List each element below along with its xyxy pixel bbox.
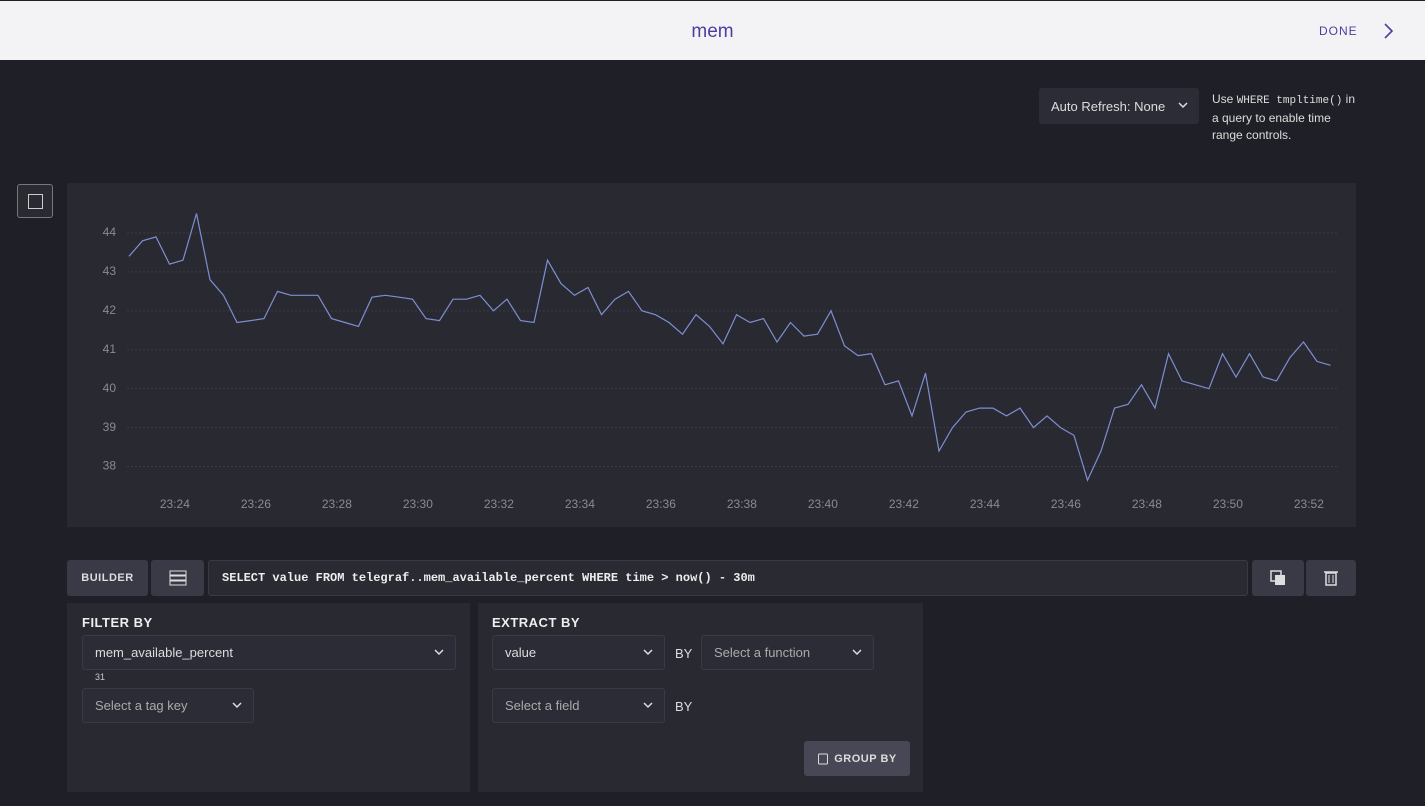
y-tick-label: 39 (103, 420, 117, 434)
group-icon (818, 753, 829, 765)
caret (232, 701, 242, 708)
field-select[interactable]: value (492, 635, 665, 670)
x-tick-label: 23:52 (1294, 497, 1324, 511)
x-tick-label: 23:30 (403, 497, 433, 511)
note-suffix: in a query to enable time range controls… (1212, 92, 1355, 142)
by-label: BY (675, 646, 693, 661)
field2-select[interactable]: Select a field (492, 688, 665, 723)
y-tick-label: 41 (103, 342, 117, 356)
x-tick-label: 23:40 (808, 497, 838, 511)
caret (434, 648, 444, 655)
caret (1178, 102, 1188, 109)
y-tick-label: 44 (103, 225, 117, 239)
field2: Select a field (505, 698, 580, 713)
list-icon (169, 570, 186, 586)
delete-button[interactable] (1306, 560, 1356, 596)
title: mem (691, 21, 734, 42)
filter-panel: FILTER BY mem_available_percent 31 Selec… (67, 603, 470, 792)
x-tick-label: 23:34 (565, 497, 595, 511)
checkbox-icon (28, 194, 43, 209)
note-prefix: Use (1212, 92, 1234, 106)
group-by-label: GROUP BY (834, 752, 897, 765)
x-tick-label: 23:28 (322, 497, 352, 511)
line (128, 213, 1331, 482)
select-toggle[interactable] (17, 184, 53, 218)
auto-refresh[interactable]: Auto Refresh: None (1039, 88, 1199, 124)
x-tick-label: 23:32 (484, 497, 514, 511)
caret (643, 648, 653, 655)
copy-icon (1270, 570, 1285, 585)
caret (643, 701, 653, 708)
filter-title: FILTER BY (82, 615, 153, 630)
function-select[interactable]: Select a function (701, 635, 874, 670)
copy-button[interactable] (1252, 560, 1304, 596)
caret (852, 648, 862, 655)
x-tick-label: 23:26 (241, 497, 271, 511)
query-text[interactable]: SELECT value FROM telegraf..mem_availabl… (208, 560, 1248, 596)
x-tick-label: 23:44 (970, 497, 1000, 511)
y-tick-label: 43 (103, 264, 117, 278)
count: 31 (95, 672, 106, 682)
y-tick-label: 42 (103, 303, 117, 317)
x-tick-label: 23:50 (1213, 497, 1243, 511)
y-tick-label: 40 (103, 381, 117, 395)
x-tick-label: 23:48 (1132, 497, 1162, 511)
x-tick-label: 23:36 (646, 497, 676, 511)
note-code: WHERE tmpltime() (1236, 95, 1343, 107)
chart: 38 39 40 41 42 43 44 23:24 23:26 23:28 23:30 23:32 2… (67, 183, 1356, 527)
auto-refresh-label: Auto Refresh: None (1051, 98, 1166, 114)
extract-panel: EXTRACT BY value BY Select a function Se… (478, 603, 923, 792)
by-label: BY (675, 699, 693, 714)
group-by-button[interactable]: GROUP BY (804, 741, 910, 776)
note: Use WHERE tmpltime() in a query to enabl… (1212, 91, 1362, 144)
function: Select a function (714, 645, 811, 660)
done-button[interactable]: DONE (1319, 24, 1358, 38)
chevron[interactable] (1382, 22, 1396, 40)
y-tick-label: 38 (103, 459, 117, 473)
field: value (505, 645, 537, 660)
measurement: mem_available_percent (95, 645, 234, 660)
trash-icon (1324, 571, 1338, 586)
x-tick-label: 23:42 (889, 497, 919, 511)
raw-button[interactable] (151, 560, 204, 596)
tag-key-select[interactable]: Select a tag key (82, 688, 254, 723)
x-tick-label: 23:24 (160, 497, 190, 511)
measurement-select[interactable]: mem_available_percent (82, 635, 456, 670)
builder-button[interactable]: BUILDER (67, 560, 148, 596)
x-tick-label: 23:38 (727, 497, 757, 511)
x-tick-label: 23:46 (1051, 497, 1081, 511)
extract-title: EXTRACT BY (492, 615, 581, 630)
header: mem DONE (0, 1, 1425, 60)
tag-key: Select a tag key (95, 698, 188, 713)
